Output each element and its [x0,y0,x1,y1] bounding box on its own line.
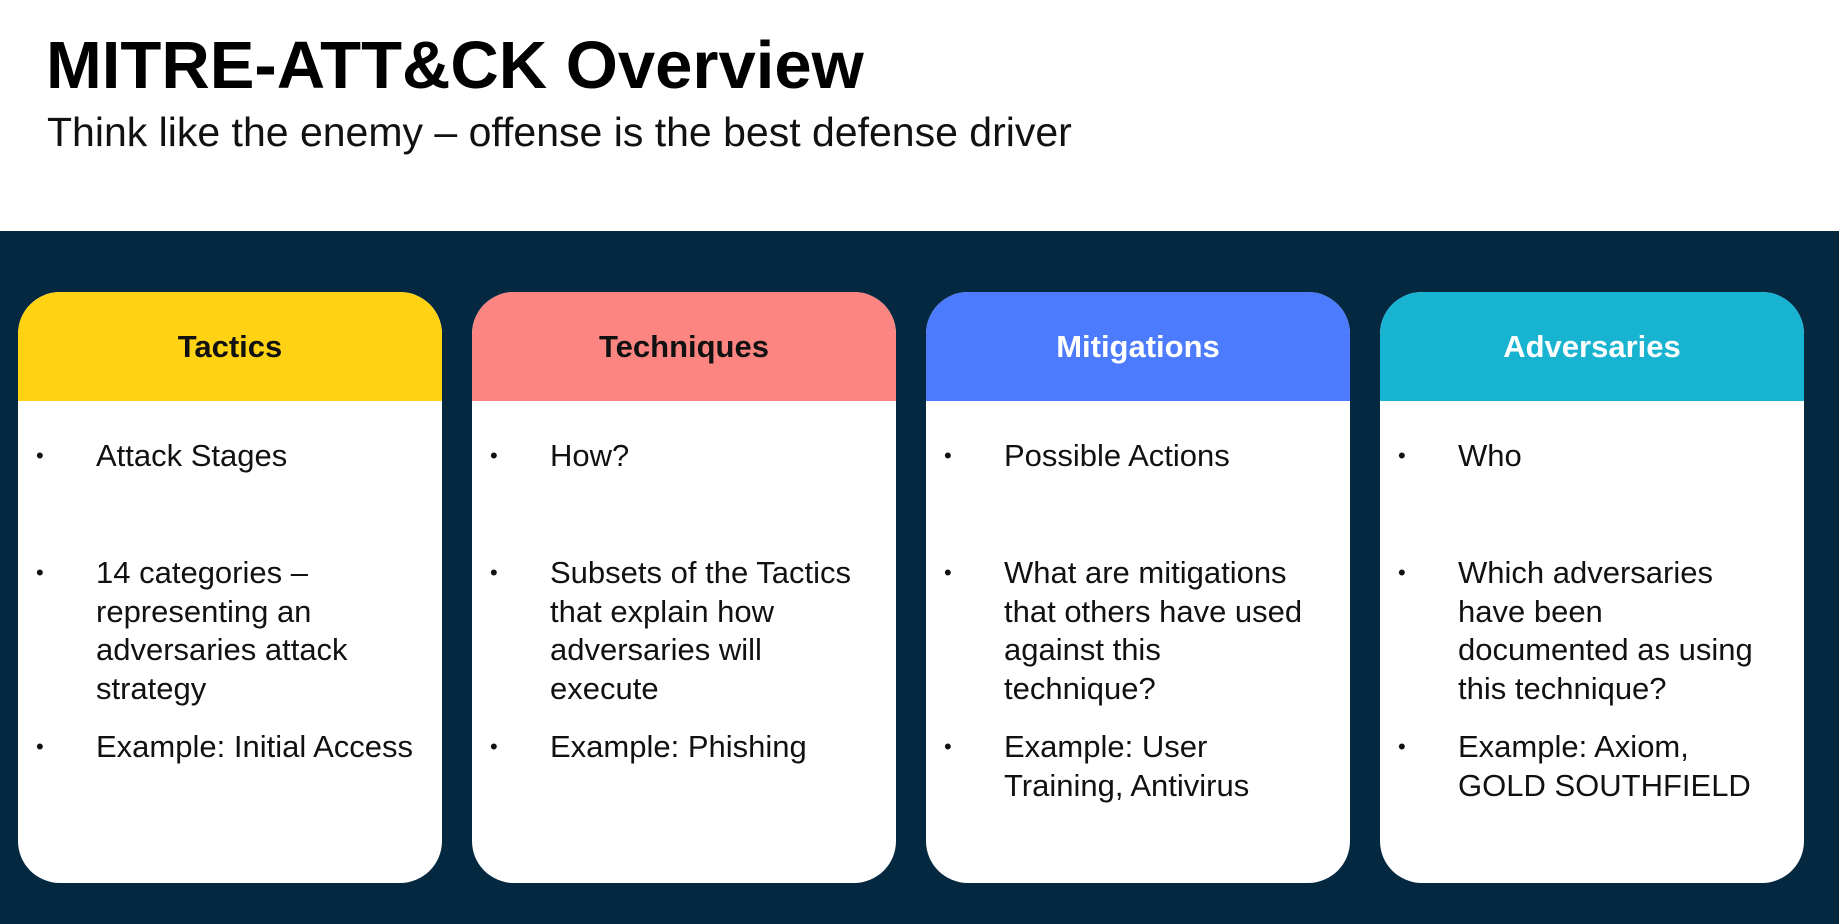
card-techniques-body: • How? • Subsets of the Tactics that exp… [472,401,896,883]
list-item: • Who [1398,437,1798,476]
list-item: • Example: Axiom, GOLD SOUTHFIELD [1398,728,1798,805]
bullet-icon: • [36,560,44,585]
bullet-icon: • [36,734,44,759]
bullet-text: What are mitigations that others have us… [1004,555,1303,706]
bullet-text: Attack Stages [96,438,288,473]
bullet-icon: • [490,443,498,468]
card-tactics-header: Tactics [18,292,442,401]
list-item: • Example: Phishing [490,728,890,767]
bullet-text: Example: Axiom, GOLD SOUTHFIELD [1458,729,1751,803]
list-item: • How? [490,437,890,476]
bullet-text: Who [1458,438,1522,473]
list-item: • 14 categories – representing an advers… [36,554,436,708]
card-techniques: Techniques • How? • Subsets of the Tacti… [472,292,896,883]
slide-subtitle: Think like the enemy – offense is the be… [47,109,1072,155]
bullet-icon: • [1398,560,1406,585]
bullet-icon: • [944,443,952,468]
bullet-icon: • [490,560,498,585]
bullet-text: Example: Initial Access [96,729,414,764]
card-mitigations-body: • Possible Actions • What are mitigation… [926,401,1350,883]
bullet-text: 14 categories – representing an adversar… [96,555,348,706]
card-tactics-body: • Attack Stages • 14 categories – repres… [18,401,442,883]
bullet-text: Example: Phishing [550,729,807,764]
bullet-icon: • [1398,443,1406,468]
card-adversaries: Adversaries • Who • Which adversaries ha… [1380,292,1804,883]
list-item: • Example: User Training, Antivirus [944,728,1344,805]
slide-title: MITRE-ATT&CK Overview [46,28,864,103]
bullet-icon: • [36,443,44,468]
bullet-text: Which adversaries have been documented a… [1458,555,1753,706]
list-item: • Attack Stages [36,437,436,476]
list-item: • Possible Actions [944,437,1344,476]
bullet-text: Possible Actions [1004,438,1230,473]
card-mitigations-header: Mitigations [926,292,1350,401]
list-item: • Example: Initial Access [36,728,436,767]
card-mitigations: Mitigations • Possible Actions • What ar… [926,292,1350,883]
card-tactics: Tactics • Attack Stages • 14 categories … [18,292,442,883]
list-item: • Which adversaries have been documented… [1398,554,1798,708]
list-item: • What are mitigations that others have … [944,554,1344,708]
bullet-icon: • [944,560,952,585]
bullet-text: Example: User Training, Antivirus [1004,729,1250,803]
bullet-text: Subsets of the Tactics that explain how … [550,555,851,706]
card-techniques-header: Techniques [472,292,896,401]
list-item: • Subsets of the Tactics that explain ho… [490,554,890,708]
card-adversaries-body: • Who • Which adversaries have been docu… [1380,401,1804,883]
bullet-icon: • [490,734,498,759]
bullet-text: How? [550,438,630,473]
bullet-icon: • [944,734,952,759]
card-adversaries-header: Adversaries [1380,292,1804,401]
bullet-icon: • [1398,734,1406,759]
